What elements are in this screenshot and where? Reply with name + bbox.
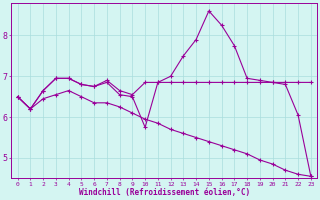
X-axis label: Windchill (Refroidissement éolien,°C): Windchill (Refroidissement éolien,°C) xyxy=(79,188,250,197)
